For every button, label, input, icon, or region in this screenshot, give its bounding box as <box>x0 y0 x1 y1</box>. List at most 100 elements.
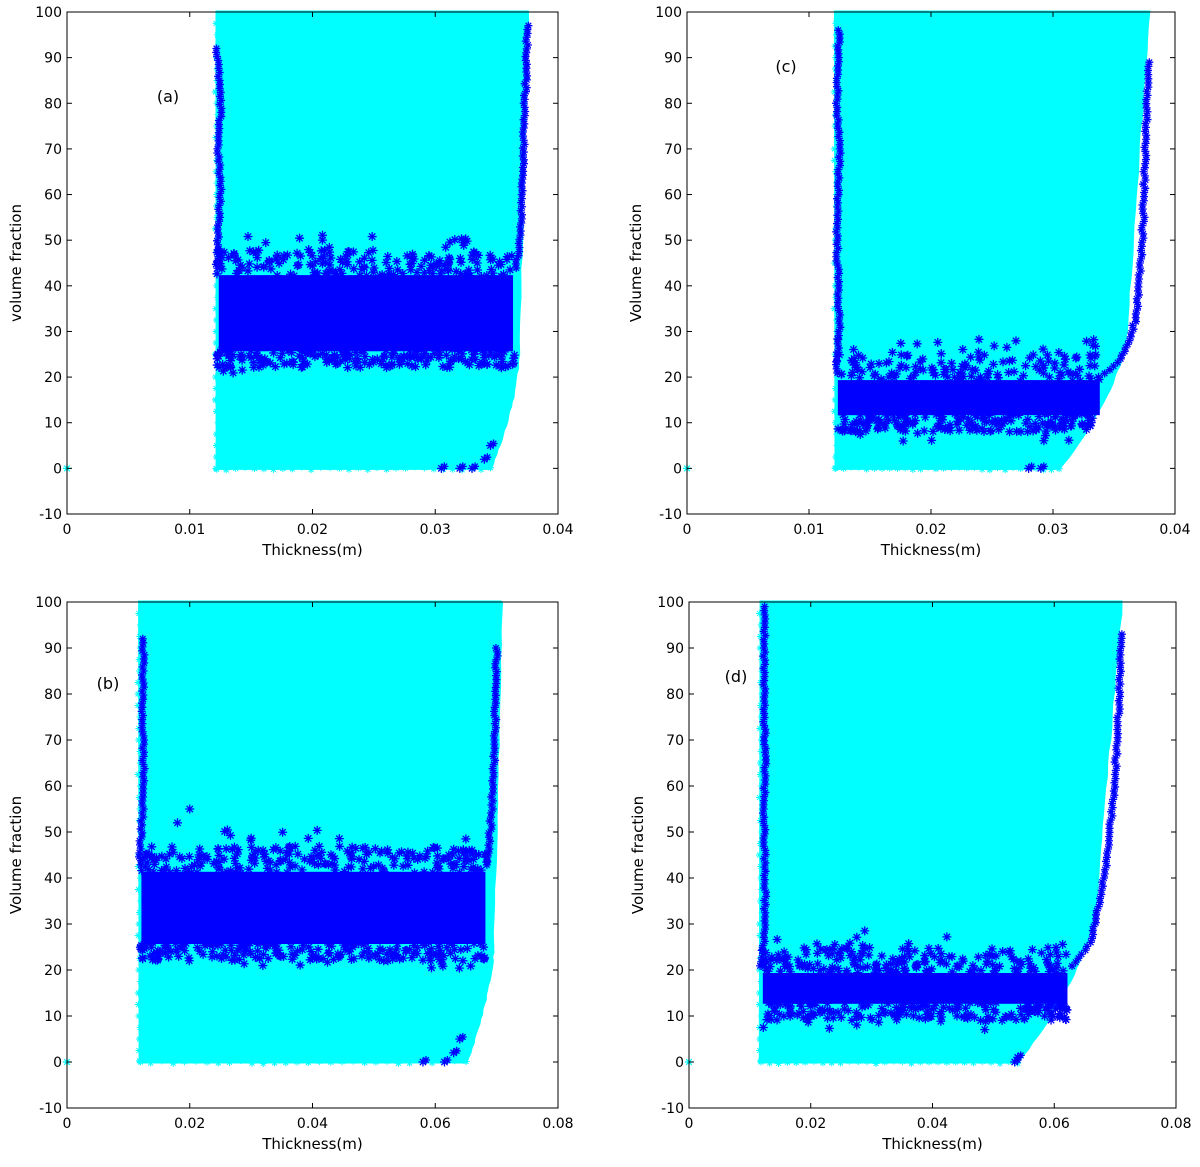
front-marker <box>1142 131 1151 140</box>
front-marker <box>488 788 497 797</box>
front-marker <box>1063 367 1073 377</box>
front-marker <box>1136 254 1145 263</box>
front-marker <box>795 998 805 1008</box>
front-band-core <box>141 871 486 944</box>
region-marker <box>756 759 764 767</box>
region-marker <box>345 465 353 473</box>
region-marker <box>406 1059 414 1067</box>
front-marker <box>246 949 256 959</box>
front-marker <box>1083 942 1092 951</box>
front-marker <box>866 411 876 421</box>
front-marker <box>222 825 232 835</box>
front-marker <box>1030 1007 1040 1017</box>
region-marker <box>830 305 838 313</box>
region-marker <box>361 1059 369 1067</box>
front-marker <box>1023 954 1033 964</box>
front-marker <box>441 350 451 360</box>
front-marker <box>827 944 837 954</box>
front-marker <box>138 800 147 809</box>
front-marker <box>1059 414 1069 424</box>
front-marker <box>217 185 226 194</box>
region-marker <box>212 327 220 335</box>
front-marker <box>357 264 367 274</box>
front-marker <box>1105 828 1114 837</box>
front-marker <box>1138 205 1147 214</box>
front-marker <box>805 997 815 1007</box>
front-marker <box>356 347 366 357</box>
front-marker <box>148 938 158 948</box>
front-marker <box>947 358 957 368</box>
front-marker <box>290 841 300 851</box>
front-marker <box>435 946 445 956</box>
front-marker <box>215 84 224 93</box>
front-marker <box>521 37 530 46</box>
front-marker <box>1133 298 1142 307</box>
front-marker <box>898 944 908 954</box>
front-marker <box>833 178 842 187</box>
region-marker <box>758 828 766 836</box>
front-marker <box>1114 675 1123 684</box>
region-marker <box>214 42 222 50</box>
front-marker <box>938 1002 948 1012</box>
front-marker <box>775 966 785 976</box>
front-marker <box>955 374 965 384</box>
front-marker <box>287 949 297 959</box>
front-marker <box>451 859 461 869</box>
front-marker <box>426 956 436 966</box>
front-marker <box>470 346 480 356</box>
front-marker <box>834 285 843 294</box>
front-marker <box>903 947 913 957</box>
front-marker <box>140 862 150 872</box>
front-marker <box>360 842 370 852</box>
region-marker <box>863 1057 871 1065</box>
front-marker <box>759 838 768 847</box>
region-marker <box>134 1001 142 1008</box>
front-marker <box>801 949 811 959</box>
region-marker <box>134 690 142 698</box>
front-marker <box>339 940 349 950</box>
front-marker <box>847 1015 857 1025</box>
front-marker <box>759 854 768 863</box>
front-marker <box>1144 83 1153 92</box>
front-marker <box>220 826 230 836</box>
front-marker <box>991 951 1001 961</box>
front-marker <box>409 940 419 950</box>
front-marker <box>959 412 969 422</box>
front-marker <box>1116 650 1125 659</box>
front-marker <box>215 92 224 101</box>
front-band-core <box>837 380 1100 416</box>
front-marker <box>761 956 771 966</box>
front-marker <box>280 854 290 864</box>
front-marker <box>153 954 163 964</box>
front-marker <box>1116 667 1125 676</box>
front-marker <box>148 855 158 865</box>
front-marker <box>351 843 361 853</box>
front-marker <box>1040 431 1050 441</box>
front-marker <box>454 346 464 356</box>
front-marker <box>761 615 770 624</box>
region-marker <box>288 465 296 473</box>
front-marker <box>217 954 227 964</box>
region-marker <box>439 465 447 473</box>
front-marker <box>472 250 482 260</box>
front-marker <box>911 1004 920 1014</box>
front-marker <box>834 968 844 978</box>
front-marker <box>759 842 768 851</box>
front-marker <box>834 215 843 224</box>
front-marker <box>371 951 381 961</box>
front-marker <box>279 251 289 261</box>
panel-label: (d) <box>725 667 748 686</box>
front-marker <box>760 676 769 685</box>
front-marker <box>1111 770 1120 779</box>
front-marker <box>496 363 506 373</box>
region-marker <box>756 771 764 778</box>
front-marker <box>824 1023 834 1033</box>
front-marker <box>139 654 148 663</box>
front-marker <box>377 270 387 280</box>
front-marker <box>1016 1051 1025 1060</box>
front-marker <box>496 259 506 269</box>
region-marker <box>383 1057 391 1065</box>
front-marker <box>989 341 999 351</box>
front-marker <box>359 253 369 263</box>
region-marker <box>932 465 940 473</box>
